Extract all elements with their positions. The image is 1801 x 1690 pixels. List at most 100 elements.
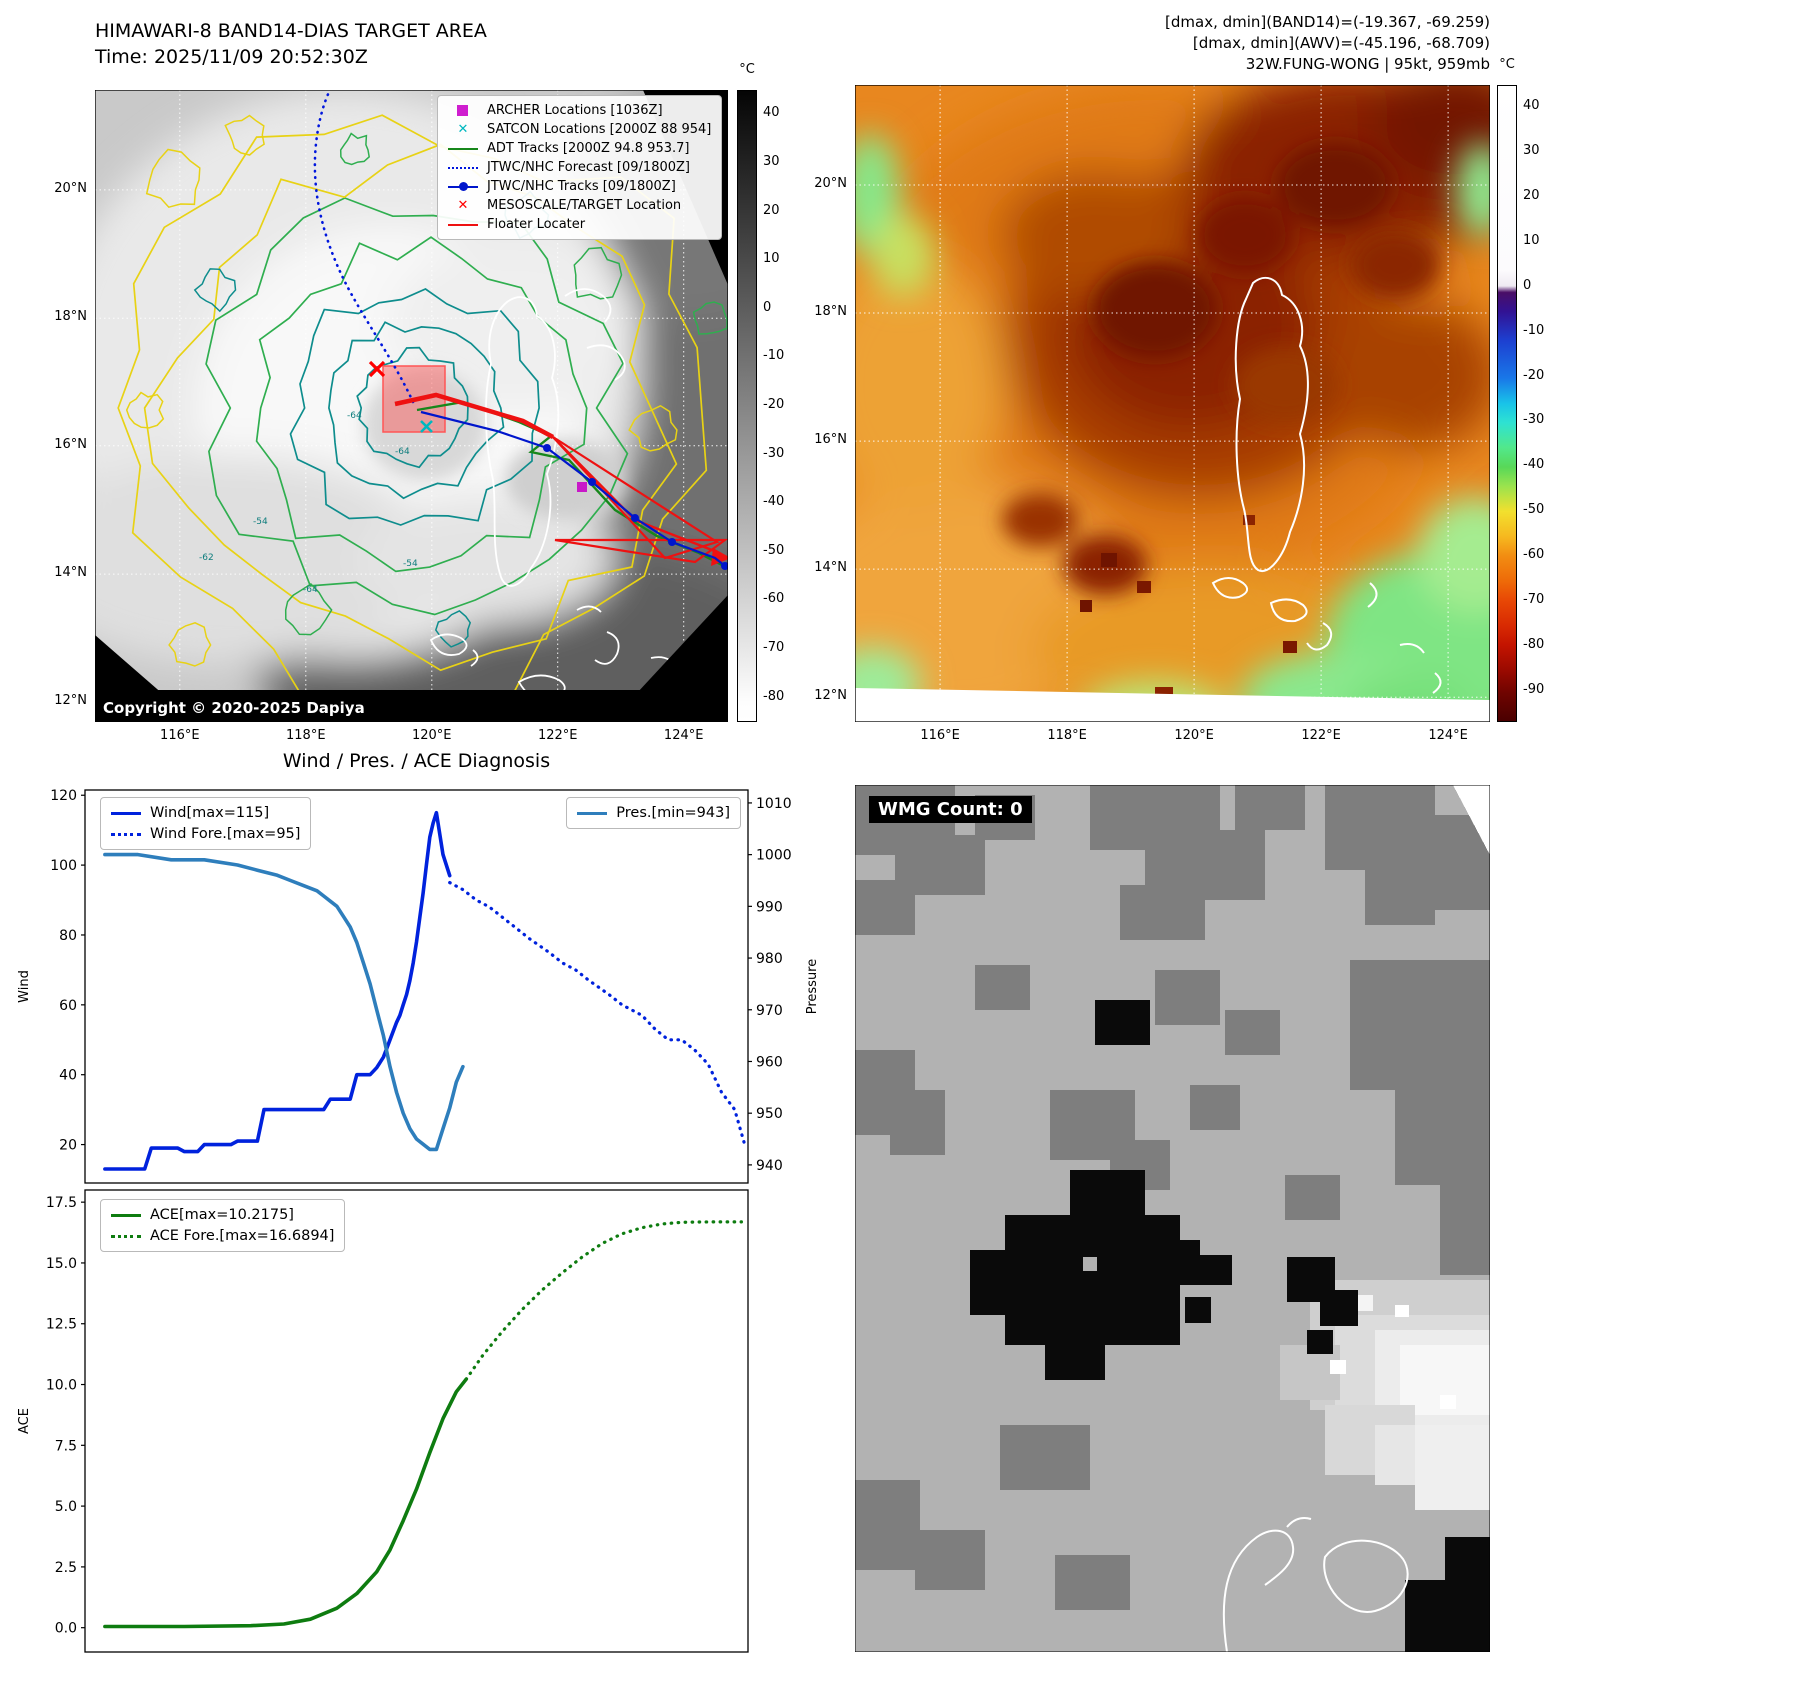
- band14-colorbar-unit: °C: [739, 62, 755, 77]
- contour-blob: [339, 132, 371, 166]
- colorbar-tick-label: -80: [1523, 636, 1545, 652]
- contour-blob: [434, 610, 472, 648]
- ytick-left-label: 15.0: [46, 1256, 77, 1272]
- legend-sample-line-icon: [577, 811, 608, 815]
- ytick-left-label: 40: [59, 1068, 77, 1084]
- awv-header: [dmax, dmin](BAND14)=(-19.367, -69.259) …: [1165, 12, 1490, 75]
- x-tick-label: 122°E: [537, 728, 578, 743]
- y-axis-label-left: Wind: [17, 970, 32, 1003]
- ytick-left-label: 10.0: [46, 1378, 77, 1394]
- x-tick-label: 116°E: [920, 728, 960, 743]
- colorbar-tick-label: -20: [1523, 367, 1545, 383]
- wmg-coastline: [1222, 1517, 1409, 1652]
- x-tick-label: 124°E: [663, 728, 704, 743]
- colorbar-tick-label: 0: [1523, 277, 1532, 293]
- ytick-left-label: 0.0: [55, 1621, 77, 1637]
- ytick-left-label: 20: [59, 1138, 77, 1154]
- chart-frame: [84, 789, 749, 1184]
- ytick-right-label: 1010: [756, 796, 792, 812]
- contour-ring: [356, 346, 469, 469]
- ytick-right-label: 990: [756, 899, 783, 915]
- contour-blob: [168, 621, 212, 667]
- legend-label: JTWC/NHC Tracks [09/1800Z]: [487, 179, 676, 194]
- x-tick-label: 116°E: [160, 728, 200, 743]
- colorbar-tick-label: -10: [1523, 322, 1545, 338]
- legend-sample-dotted-icon: [448, 166, 478, 169]
- copyright-text: Copyright © 2020-2025 Dapiya: [103, 699, 365, 717]
- legend-sample-linedot-icon: [448, 182, 478, 191]
- legend-label: Wind Fore.[max=95]: [150, 826, 301, 842]
- legend-label: ACE Fore.[max=16.6894]: [150, 1228, 335, 1244]
- colorbar-tick-label: 30: [1523, 143, 1540, 159]
- colorbar-tick-label: -70: [763, 640, 785, 656]
- jtwc-track-points: [543, 444, 728, 570]
- x-tick-label: 118°E: [286, 728, 326, 743]
- ytick-left-label: 2.5: [55, 1560, 77, 1576]
- wind-pressure-chart: 20 40 60 80 100 120 940 950 960 970 980 990 1000 1010…: [17, 788, 820, 1184]
- contour-blob: [224, 114, 265, 156]
- x-tick-label: 120°E: [411, 728, 452, 743]
- y-tick-label: 20°N: [54, 180, 87, 196]
- ytick-right-label: 950: [756, 1106, 783, 1122]
- chart-series-1: [464, 1220, 744, 1381]
- contour-blob: [145, 148, 201, 209]
- colorbar-tick-label: -30: [763, 445, 785, 461]
- y-tick-label: 12°N: [814, 688, 847, 704]
- awv-colorbar-unit: °C: [1499, 57, 1515, 72]
- ytick-left-label: 5.0: [55, 1499, 77, 1515]
- legend-row: Wind[max=115]: [111, 805, 300, 821]
- contour-label: -54: [253, 517, 268, 527]
- legend-sample-line-icon: [448, 147, 478, 150]
- colorbar-tick-label: -90: [1523, 681, 1545, 697]
- wmg-light-blobs: [1280, 1280, 1490, 1510]
- legend-label: MESOSCALE/TARGET Location: [487, 198, 682, 213]
- dmax-awv-line: [dmax, dmin](AWV)=(-45.196, -68.709): [1192, 34, 1490, 52]
- chart-series-0: [103, 1377, 469, 1629]
- colorbar-tick-label: -70: [1523, 591, 1545, 607]
- archer-location-marker: [577, 482, 587, 492]
- dmax-band14-line: [dmax, dmin](BAND14)=(-19.367, -69.259): [1165, 13, 1490, 31]
- ace-legend: ACE[max=10.2175] ACE Fore.[max=16.6894]: [100, 1199, 346, 1252]
- x-tick-label: 118°E: [1047, 728, 1087, 743]
- contour-blob: [193, 268, 237, 313]
- band14-title: HIMAWARI-8 BAND14-DIAS TARGET AREA: [95, 20, 487, 42]
- contour-blob: [628, 404, 678, 452]
- colorbar-tick-label: -50: [763, 542, 785, 558]
- wmg-count-label: WMG Count: 0: [869, 796, 1032, 823]
- colorbar-tick-label: -10: [763, 348, 785, 364]
- legend-label: Wind[max=115]: [150, 805, 270, 821]
- legend-dot-marker: [458, 182, 468, 191]
- x-tick-label: 122°E: [1301, 728, 1341, 743]
- floater-locater-line: [394, 392, 555, 439]
- colorbar-tick-label: 30: [763, 153, 780, 169]
- legend-row: ✕ MESOSCALE/TARGET Location: [448, 198, 711, 213]
- y-tick-label: 18°N: [54, 309, 87, 325]
- legend-label: ACE[max=10.2175]: [150, 1207, 294, 1223]
- legend-label: JTWC/NHC Forecast [09/1800Z]: [487, 160, 690, 175]
- colorbar-tick-label: 20: [1523, 188, 1540, 204]
- colorbar-tick-label: -20: [763, 397, 785, 412]
- contour-ring: [255, 236, 588, 573]
- colorbar-tick-label: 10: [1523, 233, 1540, 248]
- colorbar-tick-label: 20: [763, 202, 780, 218]
- jtwc-track: [420, 410, 726, 567]
- legend-row: JTWC/NHC Forecast [09/1800Z]: [448, 160, 711, 175]
- legend-sample-dotted-icon: [111, 832, 141, 836]
- legend-row: Wind Fore.[max=95]: [111, 826, 300, 842]
- jtwc-forecast-track: [313, 90, 415, 404]
- awv-imagery: [855, 85, 1490, 722]
- legend-row: ✕ SATCON Locations [2000Z 88 954]: [448, 122, 712, 137]
- ytick-left-label: 7.5: [55, 1438, 77, 1454]
- y-tick-label: 14°N: [814, 560, 847, 576]
- awv-satellite-map: [855, 85, 1490, 722]
- legend-row: ADT Tracks [2000Z 94.8 953.7]: [448, 141, 711, 156]
- contour-blob: [573, 246, 623, 300]
- legend-label: ADT Tracks [2000Z 94.8 953.7]: [487, 141, 690, 156]
- ytick-right-label: 1000: [756, 848, 792, 864]
- diagnosis-title: Wind / Pres. / ACE Diagnosis: [282, 750, 551, 772]
- legend-row: ACE Fore.[max=16.6894]: [111, 1228, 334, 1244]
- wind-legend: Wind[max=115] Wind Fore.[max=95]: [100, 797, 312, 850]
- legend-label: Pres.[min=943]: [616, 805, 730, 821]
- y-tick-label: 18°N: [814, 304, 847, 320]
- y-tick-label: 20°N: [814, 176, 847, 191]
